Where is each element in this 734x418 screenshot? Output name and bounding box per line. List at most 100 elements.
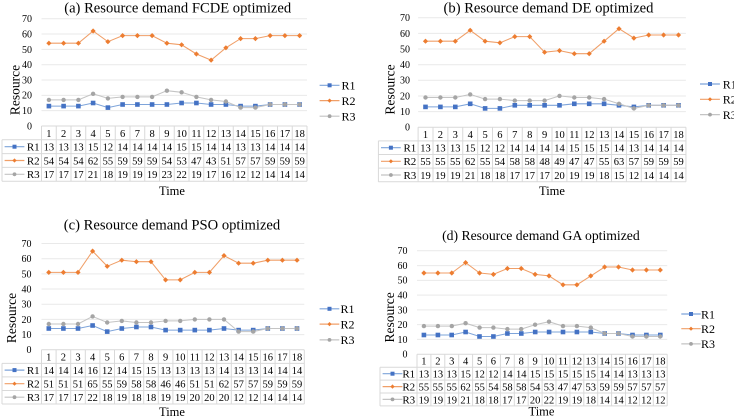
svg-text:15: 15 <box>460 370 471 381</box>
svg-text:55: 55 <box>419 382 430 393</box>
svg-text:6: 6 <box>119 353 124 364</box>
svg-text:6: 6 <box>497 130 502 141</box>
svg-text:19: 19 <box>450 171 461 182</box>
svg-text:11: 11 <box>569 130 579 141</box>
svg-text:19: 19 <box>584 171 595 182</box>
svg-text:55: 55 <box>447 382 458 393</box>
svg-text:10: 10 <box>176 129 187 140</box>
svg-text:12: 12 <box>488 370 499 381</box>
svg-text:43: 43 <box>206 156 217 167</box>
svg-text:15: 15 <box>572 370 583 381</box>
svg-text:10: 10 <box>175 353 186 364</box>
svg-text:15: 15 <box>191 143 202 154</box>
svg-text:3: 3 <box>76 129 81 140</box>
svg-text:17: 17 <box>539 171 550 182</box>
svg-text:17: 17 <box>280 129 291 140</box>
svg-text:15: 15 <box>544 370 555 381</box>
svg-text:7: 7 <box>505 357 510 368</box>
svg-text:59: 59 <box>294 156 305 167</box>
svg-text:21: 21 <box>465 171 476 182</box>
svg-text:14: 14 <box>265 143 276 154</box>
svg-text:46: 46 <box>175 380 186 391</box>
svg-text:49: 49 <box>554 157 565 168</box>
svg-text:14: 14 <box>44 366 55 377</box>
svg-text:54: 54 <box>73 156 84 167</box>
svg-text:14: 14 <box>643 144 654 155</box>
svg-text:15: 15 <box>613 357 624 368</box>
svg-text:14: 14 <box>265 170 276 181</box>
svg-text:58: 58 <box>516 382 527 393</box>
svg-text:18: 18 <box>294 129 305 140</box>
svg-text:8: 8 <box>149 129 154 140</box>
svg-text:12: 12 <box>480 144 491 155</box>
svg-text:57: 57 <box>235 156 246 167</box>
svg-text:R1: R1 <box>27 365 40 377</box>
svg-text:70: 70 <box>22 239 32 250</box>
svg-text:12: 12 <box>250 170 261 181</box>
svg-text:51: 51 <box>44 380 55 391</box>
svg-text:14: 14 <box>206 143 217 154</box>
svg-text:13: 13 <box>73 143 84 154</box>
svg-text:55: 55 <box>474 382 485 393</box>
svg-text:R2: R2 <box>27 155 40 167</box>
svg-text:14: 14 <box>292 393 303 404</box>
svg-text:13: 13 <box>450 144 461 155</box>
svg-text:Resource: Resource <box>8 65 23 115</box>
svg-text:3: 3 <box>449 357 454 368</box>
svg-text:13: 13 <box>221 129 232 140</box>
svg-text:10: 10 <box>398 335 408 346</box>
svg-text:58: 58 <box>131 380 142 391</box>
svg-text:19: 19 <box>117 170 128 181</box>
svg-text:57: 57 <box>248 380 259 391</box>
svg-text:17: 17 <box>73 393 84 404</box>
svg-text:13: 13 <box>433 370 444 381</box>
svg-text:14: 14 <box>277 366 288 377</box>
svg-text:20: 20 <box>398 320 408 331</box>
svg-text:5: 5 <box>105 353 110 364</box>
svg-text:15: 15 <box>586 370 597 381</box>
svg-text:14: 14 <box>614 144 625 155</box>
svg-text:48: 48 <box>539 157 550 168</box>
svg-text:14: 14 <box>599 370 610 381</box>
svg-text:53: 53 <box>176 156 187 167</box>
svg-text:R2: R2 <box>341 317 355 331</box>
svg-text:14: 14 <box>673 144 684 155</box>
svg-text:4: 4 <box>90 129 96 140</box>
svg-text:54: 54 <box>495 157 506 168</box>
svg-text:14: 14 <box>263 393 274 404</box>
svg-text:13: 13 <box>250 143 261 154</box>
svg-text:15: 15 <box>176 143 187 154</box>
svg-text:51: 51 <box>58 380 69 391</box>
svg-text:15: 15 <box>250 129 261 140</box>
svg-text:R2: R2 <box>27 379 40 391</box>
svg-text:20: 20 <box>219 393 230 404</box>
svg-text:4: 4 <box>90 353 96 364</box>
svg-text:50: 50 <box>22 45 32 56</box>
svg-text:16: 16 <box>221 170 232 181</box>
svg-text:14: 14 <box>73 366 84 377</box>
svg-text:14: 14 <box>294 143 305 154</box>
svg-text:2: 2 <box>61 129 66 140</box>
svg-text:62: 62 <box>465 157 476 168</box>
svg-text:3: 3 <box>75 353 80 364</box>
svg-text:19: 19 <box>433 395 444 406</box>
svg-text:20: 20 <box>400 91 410 102</box>
svg-text:12: 12 <box>572 357 583 368</box>
svg-text:13: 13 <box>419 370 430 381</box>
svg-text:14: 14 <box>539 144 550 155</box>
svg-text:59: 59 <box>643 157 654 168</box>
svg-text:12: 12 <box>102 366 113 377</box>
svg-text:2: 2 <box>435 357 440 368</box>
svg-text:14: 14 <box>613 395 624 406</box>
svg-text:14: 14 <box>147 143 158 154</box>
svg-text:47: 47 <box>584 157 595 168</box>
svg-text:57: 57 <box>641 382 652 393</box>
svg-text:R3: R3 <box>342 110 356 124</box>
svg-text:57: 57 <box>233 380 244 391</box>
svg-text:65: 65 <box>87 380 98 391</box>
svg-text:Time: Time <box>529 405 555 418</box>
svg-text:6: 6 <box>491 357 496 368</box>
svg-text:14: 14 <box>221 143 232 154</box>
svg-text:14: 14 <box>219 366 230 377</box>
svg-text:12: 12 <box>204 353 215 364</box>
